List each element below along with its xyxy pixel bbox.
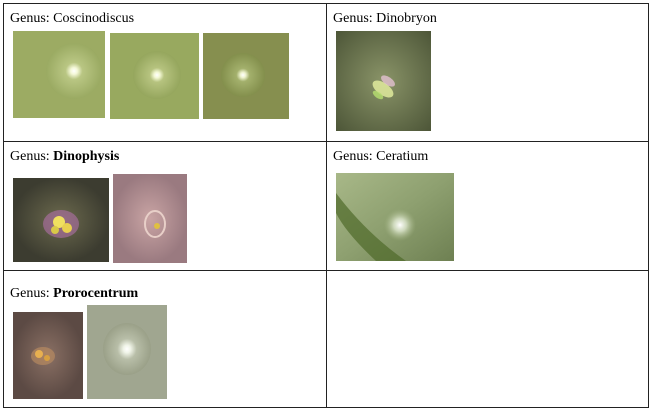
specimen-image — [113, 174, 187, 263]
genus-name: Ceratium — [376, 149, 429, 164]
specimen-image — [336, 173, 454, 261]
specimen-image — [87, 305, 167, 399]
genus-name: Coscinodiscus — [53, 11, 135, 26]
genus-prefix: Genus: — [10, 149, 54, 164]
genus-name: Prorocentrum — [53, 286, 139, 301]
genus-prefix: Genus: — [10, 286, 54, 301]
genus-label: Genus: Prorocentrum — [10, 286, 138, 302]
cell-empty — [327, 271, 648, 407]
cell-dinophysis: Genus: Dinophysis — [4, 142, 326, 270]
genus-prefix: Genus: — [10, 11, 54, 26]
specimen-image — [110, 33, 199, 119]
row-divider-1 — [4, 141, 648, 142]
genus-table: Genus: Coscinodiscus Genus: Dinobryon Ge… — [3, 3, 649, 408]
genus-label: Genus: Ceratium — [333, 149, 428, 165]
column-divider — [326, 4, 327, 407]
specimen-image — [336, 31, 431, 131]
genus-label: Genus: Dinophysis — [10, 149, 119, 165]
cell-ceratium: Genus: Ceratium — [327, 142, 648, 270]
genus-name: Dinophysis — [53, 149, 120, 164]
specimen-image — [13, 312, 83, 399]
specimen-image — [13, 31, 105, 118]
row-divider-2 — [4, 270, 648, 271]
genus-prefix: Genus: — [333, 149, 377, 164]
specimen-image — [203, 33, 289, 119]
cell-coscinodiscus: Genus: Coscinodiscus — [4, 4, 326, 141]
cell-prorocentrum: Genus: Prorocentrum — [4, 271, 326, 407]
specimen-image — [13, 178, 109, 262]
genus-name: Dinobryon — [376, 11, 437, 26]
genus-label: Genus: Dinobryon — [333, 11, 437, 27]
cell-dinobryon: Genus: Dinobryon — [327, 4, 648, 141]
genus-prefix: Genus: — [333, 11, 377, 26]
genus-label: Genus: Coscinodiscus — [10, 11, 134, 27]
